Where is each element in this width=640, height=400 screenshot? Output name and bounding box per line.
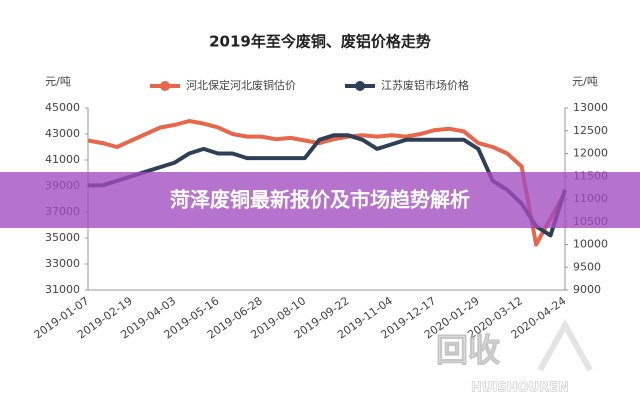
y-axis-label: 元/吨 — [45, 75, 71, 88]
banner-band — [0, 172, 640, 228]
y2-tick-label: 12000 — [573, 147, 608, 160]
legend-label: 河北保定河北废铜估价 — [186, 78, 296, 92]
y-tick-label: 43000 — [45, 127, 80, 140]
y2-tick-label: 13000 — [573, 101, 608, 114]
y-tick-label: 35000 — [45, 231, 80, 244]
series-line — [88, 133, 567, 238]
logo: 回收 — [436, 331, 500, 369]
legend-marker — [160, 81, 170, 91]
chart-title: 2019年至今废铜、废铝价格走势 — [209, 33, 431, 51]
y2-tick-label: 12500 — [573, 124, 608, 137]
series-line — [87, 119, 567, 247]
logo-icon — [537, 318, 593, 372]
y2-tick-label: 9000 — [573, 283, 601, 296]
y-tick-label: 31000 — [45, 283, 80, 296]
y-tick-label: 33000 — [45, 257, 80, 270]
banner-text: 菏泽废铜最新报价及市场趋势解析 — [170, 188, 470, 212]
legend-label: 江苏废铝市场价格 — [381, 78, 469, 92]
y-tick-label: 45000 — [45, 101, 80, 114]
overlay: 菏泽废铜最新报价及市场趋势解析 回收 HUISHOUREN — [0, 172, 640, 396]
y2-tick-label: 10000 — [573, 238, 608, 251]
legend-marker — [355, 81, 365, 91]
logo-subtext: HUISHOUREN — [471, 381, 569, 396]
y2-tick-label: 9500 — [573, 260, 601, 273]
y-tick-label: 41000 — [45, 153, 80, 166]
y2-axis-label: 元/吨 — [572, 75, 598, 88]
